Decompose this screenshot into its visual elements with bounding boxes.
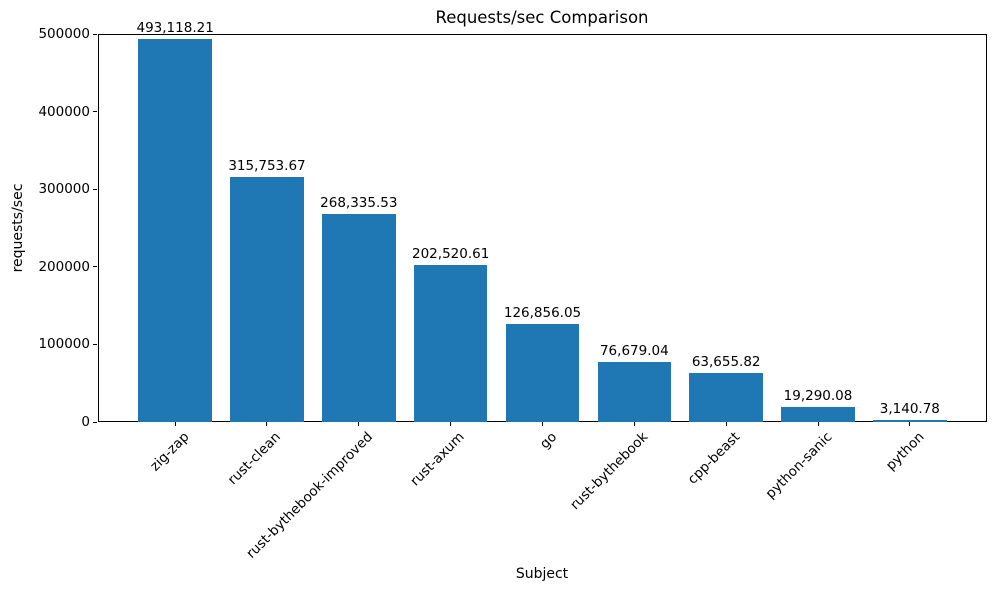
bar-value-label: 19,290.08 xyxy=(783,388,853,405)
bar xyxy=(597,362,672,422)
y-tick-label: 300000 xyxy=(38,181,90,198)
bar-value-label: 76,679.04 xyxy=(599,343,669,360)
y-tick-mark xyxy=(93,343,97,345)
y-tick-label: 500000 xyxy=(38,26,90,42)
x-tick-label: cpp-beast xyxy=(684,429,744,488)
y-tick-mark xyxy=(93,111,97,113)
bar xyxy=(230,176,304,422)
bar xyxy=(505,323,580,422)
y-tick-label: 100000 xyxy=(38,336,90,353)
x-axis-label: Subject xyxy=(515,566,569,582)
x-tick-mark xyxy=(358,422,360,426)
x-tick-label: python-sanic xyxy=(762,429,836,502)
x-tick-mark xyxy=(542,422,543,426)
y-tick-mark xyxy=(93,188,97,190)
bar-value-label: 202,520.61 xyxy=(412,245,490,262)
y-tick-label: 200000 xyxy=(38,258,90,275)
bar xyxy=(689,372,763,422)
x-tick-mark xyxy=(174,422,176,426)
y-tick-mark xyxy=(93,421,97,423)
y-tick-mark xyxy=(93,266,97,268)
bar-value-label: 63,655.82 xyxy=(691,353,761,370)
y-tick-mark xyxy=(93,33,97,35)
x-tick-label: rust-axum xyxy=(407,429,468,490)
bar xyxy=(873,419,947,422)
bar-value-label: 3,140.78 xyxy=(879,400,940,417)
bar xyxy=(138,39,212,422)
x-tick-label: go xyxy=(536,429,560,453)
y-tick-label: 0 xyxy=(81,414,90,430)
bar-value-label: 315,753.67 xyxy=(228,157,306,174)
x-tick-mark xyxy=(266,422,268,426)
chart-title: Requests/sec Comparison xyxy=(435,8,649,27)
x-tick-mark xyxy=(450,422,452,426)
bar-value-label: 268,335.53 xyxy=(320,194,398,211)
x-tick-mark xyxy=(909,422,911,426)
x-tick-mark xyxy=(817,422,819,426)
x-tick-label: zig-zap xyxy=(147,429,193,475)
x-tick-label: rust-bythebook xyxy=(567,429,652,514)
bar xyxy=(781,407,855,422)
bar xyxy=(413,264,488,422)
x-tick-mark xyxy=(633,422,635,426)
x-tick-label: python xyxy=(882,429,928,474)
y-tick-label: 400000 xyxy=(38,103,90,120)
x-tick-mark xyxy=(725,422,727,426)
x-tick-label: rust-clean xyxy=(225,429,285,489)
bar-value-label: 126,856.05 xyxy=(503,304,582,321)
bar xyxy=(322,213,396,422)
bar-value-label: 493,118.21 xyxy=(136,20,214,37)
